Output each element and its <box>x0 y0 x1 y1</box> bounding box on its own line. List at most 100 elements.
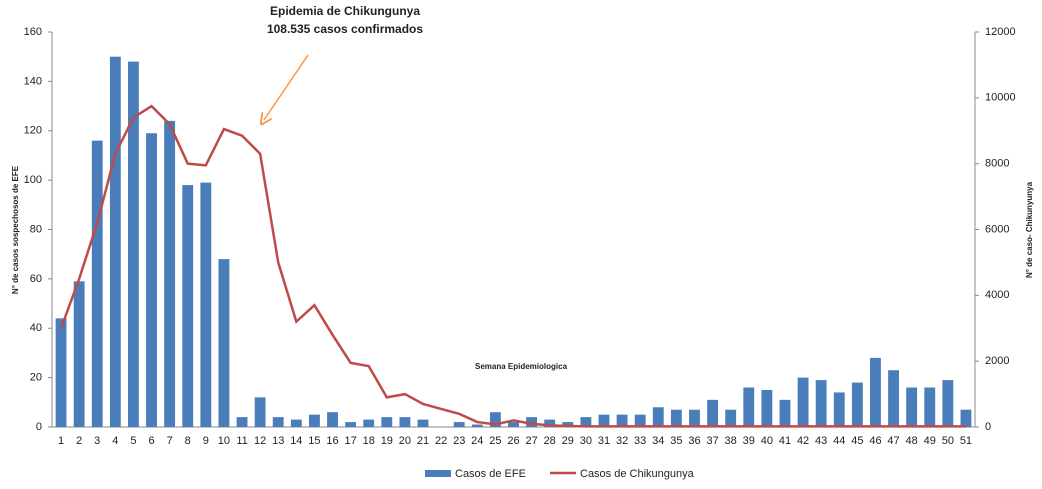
x-tick-label: 41 <box>779 435 791 447</box>
x-tick-label: 35 <box>670 435 682 447</box>
y-axis-title: N° de casos sospechosos de EFE <box>11 165 20 294</box>
x-tick-label: 22 <box>435 435 447 447</box>
x-tick-label: 4 <box>112 435 118 447</box>
y-tick-label: 0 <box>36 421 42 433</box>
annotation: Epidemia de Chikungunya <box>270 4 420 18</box>
bar <box>91 140 103 427</box>
x-tick-label: 20 <box>399 435 411 447</box>
x-tick-label: 13 <box>272 435 284 447</box>
bar <box>489 412 501 427</box>
bar <box>797 377 809 427</box>
bar <box>707 399 719 427</box>
bar <box>960 409 972 427</box>
bar <box>833 392 845 427</box>
x-tick-label: 9 <box>203 435 209 447</box>
x-tick-label: 34 <box>652 435 664 447</box>
bar <box>634 414 646 427</box>
legend-swatch <box>425 470 451 477</box>
y2-tick-label: 10000 <box>985 92 1016 104</box>
x-tick-label: 5 <box>130 435 136 447</box>
bar <box>200 182 212 427</box>
bar <box>363 419 375 427</box>
x-tick-label: 11 <box>236 435 247 447</box>
y-tick-label: 20 <box>30 372 42 384</box>
bar <box>164 120 176 427</box>
bar <box>272 417 284 427</box>
bar <box>906 387 918 427</box>
x-tick-label: 19 <box>381 435 393 447</box>
annotation: 108.535 casos confirmados <box>267 22 423 36</box>
bar <box>254 397 266 427</box>
x-tick-label: 40 <box>761 435 773 447</box>
x-tick-label: 2 <box>76 435 82 447</box>
y-tick-label: 60 <box>30 273 42 285</box>
bar <box>218 259 230 427</box>
bar <box>761 389 773 427</box>
bar <box>616 414 628 427</box>
x-tick-label: 30 <box>580 435 592 447</box>
x-tick-label: 1 <box>58 435 64 447</box>
bar <box>453 422 465 427</box>
bar <box>399 417 411 427</box>
bar <box>327 412 338 427</box>
bar <box>851 382 863 427</box>
line <box>59 104 966 428</box>
x-tick-label: 7 <box>167 435 173 447</box>
x-tick-label: 45 <box>851 435 863 447</box>
y-tick-label: 140 <box>24 75 42 87</box>
x-tick-label: 28 <box>544 435 556 447</box>
x-tick-label: 31 <box>598 435 610 447</box>
bar <box>417 419 429 427</box>
bar <box>55 318 67 427</box>
bar <box>942 380 954 427</box>
bar <box>689 409 700 427</box>
y-tick-label: 80 <box>30 223 42 235</box>
bar <box>73 281 85 427</box>
legend-label: Casos de EFE <box>455 468 526 480</box>
x-tick-label: 25 <box>489 435 501 447</box>
bar <box>924 387 936 427</box>
y2-tick-label: 12000 <box>985 26 1016 38</box>
x-tick-label: 3 <box>94 435 100 447</box>
y2-axis-title: N° de caso- Chikunyunya <box>1025 181 1034 278</box>
x-tick-label: 36 <box>688 435 700 447</box>
bar <box>870 357 881 427</box>
x-tick-label: 50 <box>942 435 954 447</box>
y2-tick-label: 0 <box>985 421 991 433</box>
x-tick-label: 29 <box>562 435 574 447</box>
y-tick-label: 40 <box>30 322 42 334</box>
x-tick-label: 6 <box>148 435 154 447</box>
x-tick-label: 17 <box>344 435 356 447</box>
bar <box>888 370 899 427</box>
x-tick-label: 26 <box>507 435 519 447</box>
x-tick-label: 43 <box>815 435 827 447</box>
bar <box>182 185 194 427</box>
annotation-arrow <box>264 54 309 120</box>
bar <box>815 380 827 427</box>
y-tick-label: 160 <box>24 26 42 38</box>
x-tick-label: 15 <box>308 435 320 447</box>
x-tick-label: 12 <box>254 435 266 447</box>
x-tick-label: 42 <box>797 435 809 447</box>
x-tick-label: 51 <box>960 435 972 447</box>
x-tick-label: 8 <box>185 435 191 447</box>
bar <box>743 387 755 427</box>
x-tick-label: 48 <box>906 435 918 447</box>
x-tick-label: 37 <box>706 435 718 447</box>
y2-tick-label: 2000 <box>985 355 1009 367</box>
x-tick-label: 44 <box>833 435 845 447</box>
x-tick-label: 16 <box>326 435 338 447</box>
x-tick-label: 39 <box>743 435 755 447</box>
x-tick-label: 46 <box>869 435 881 447</box>
bar <box>526 417 538 427</box>
bar <box>598 414 610 427</box>
y2-tick-label: 4000 <box>985 289 1009 301</box>
x-tick-label: 14 <box>290 435 302 447</box>
x-tick-label: 38 <box>725 435 737 447</box>
x-axis-title: Semana Epidemiologica <box>475 362 568 371</box>
x-tick-label: 33 <box>634 435 646 447</box>
y2-tick-label: 8000 <box>985 158 1009 170</box>
x-tick-label: 47 <box>887 435 899 447</box>
bar <box>146 133 157 427</box>
